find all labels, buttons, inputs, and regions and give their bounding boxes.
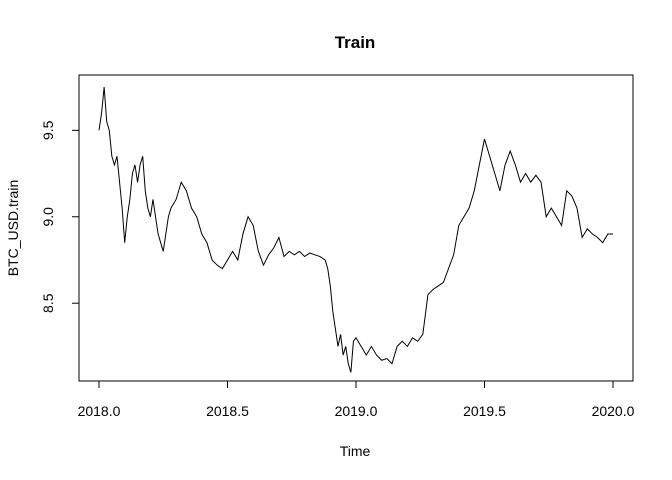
y-axis: 8.5 9.0 9.5 <box>40 120 80 313</box>
plot-frame <box>78 74 634 382</box>
y-axis-label: BTC_USD.train <box>5 180 21 276</box>
y-tick-label: 9.0 <box>40 207 56 227</box>
x-tick-label: 2018.0 <box>78 403 121 419</box>
y-tick-label: 8.5 <box>40 293 56 313</box>
series-line <box>98 87 613 373</box>
x-tick-label: 2019.0 <box>335 403 378 419</box>
y-tick-label: 9.5 <box>40 120 56 140</box>
x-axis: 2018.0 2018.5 2019.0 2019.5 2020.0 <box>78 380 635 419</box>
x-tick-label: 2018.5 <box>206 403 249 419</box>
chart-title: Train <box>335 33 376 52</box>
x-tick-label: 2019.5 <box>463 403 506 419</box>
x-tick-label: 2020.0 <box>592 403 635 419</box>
x-axis-label: Time <box>340 443 371 459</box>
